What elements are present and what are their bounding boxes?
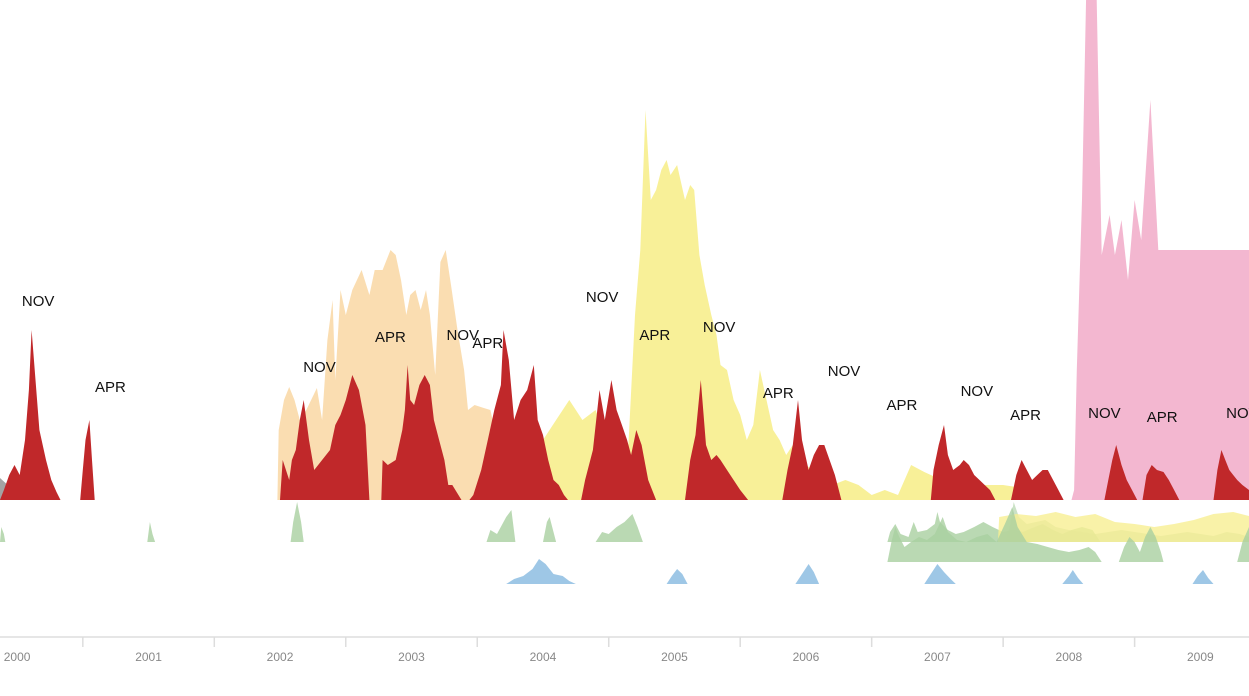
x-tick-label-2009: 2009 <box>1187 650 1214 664</box>
peak-label-apr: APR <box>95 379 126 396</box>
peak-label-nov: NOV <box>961 383 994 400</box>
area-red-8 <box>1104 445 1138 500</box>
series-layer <box>0 0 1249 584</box>
x-tick-label-2005: 2005 <box>661 650 688 664</box>
x-tick-label-2002: 2002 <box>267 650 294 664</box>
peak-label-nov: NOV <box>303 359 336 376</box>
x-tick-label-2001: 2001 <box>135 650 162 664</box>
area-yellow-3 <box>506 110 1051 500</box>
area-blue-24 <box>924 564 956 584</box>
x-tick-label-2008: 2008 <box>1056 650 1083 664</box>
peak-label-nov: NOV <box>828 363 861 380</box>
area-pink-1 <box>1071 0 1249 500</box>
peak-label-nov: NOV <box>1226 405 1249 422</box>
area-blue-25 <box>1062 570 1084 584</box>
area-red-6 <box>685 380 842 500</box>
area-red-9 <box>1213 450 1249 500</box>
peak-label-apr: APR <box>886 397 917 414</box>
peak-label-apr: APR <box>472 335 503 352</box>
peak-label-apr: APR <box>639 327 670 344</box>
x-axis-ticks: 2000 2001 2002 2003 2004 2005 2006 2007 2008 2009 <box>4 637 1214 664</box>
peak-label-nov: NOV <box>447 327 480 344</box>
x-tick-label-2004: 2004 <box>530 650 557 664</box>
area-green-12 <box>147 522 156 542</box>
area-green-13 <box>290 502 304 542</box>
peak-label-nov: NOV <box>1088 405 1121 422</box>
x-tick-label-2003: 2003 <box>398 650 425 664</box>
area-blue-21 <box>506 559 576 584</box>
area-red-5 <box>280 330 657 500</box>
peak-label-apr: APR <box>1147 409 1178 426</box>
area-green-19 <box>1118 527 1164 562</box>
area-blue-26 <box>1192 570 1214 584</box>
area-yellow-17 <box>997 512 1249 542</box>
x-tick-label-2007: 2007 <box>924 650 951 664</box>
area-green-18 <box>887 507 1102 562</box>
area-green-14 <box>486 510 643 542</box>
x-tick-label-2006: 2006 <box>793 650 820 664</box>
peak-label-nov: NOV <box>22 293 55 310</box>
area-red-7 <box>930 425 1064 500</box>
peak-label-nov: NOV <box>703 319 736 336</box>
area-blue-22 <box>666 569 688 584</box>
peak-label-apr: APR <box>375 329 406 346</box>
area-red-10 <box>1142 465 1180 500</box>
area-red-4 <box>0 330 95 500</box>
area-green-20 <box>1237 527 1249 562</box>
peak-label-apr: APR <box>763 385 794 402</box>
x-tick-label-2000: 2000 <box>4 650 31 664</box>
area-green-11 <box>0 527 6 542</box>
area-blue-23 <box>795 564 820 584</box>
peak-label-apr: APR <box>1010 407 1041 424</box>
peak-label-nov: NOV <box>586 289 619 306</box>
